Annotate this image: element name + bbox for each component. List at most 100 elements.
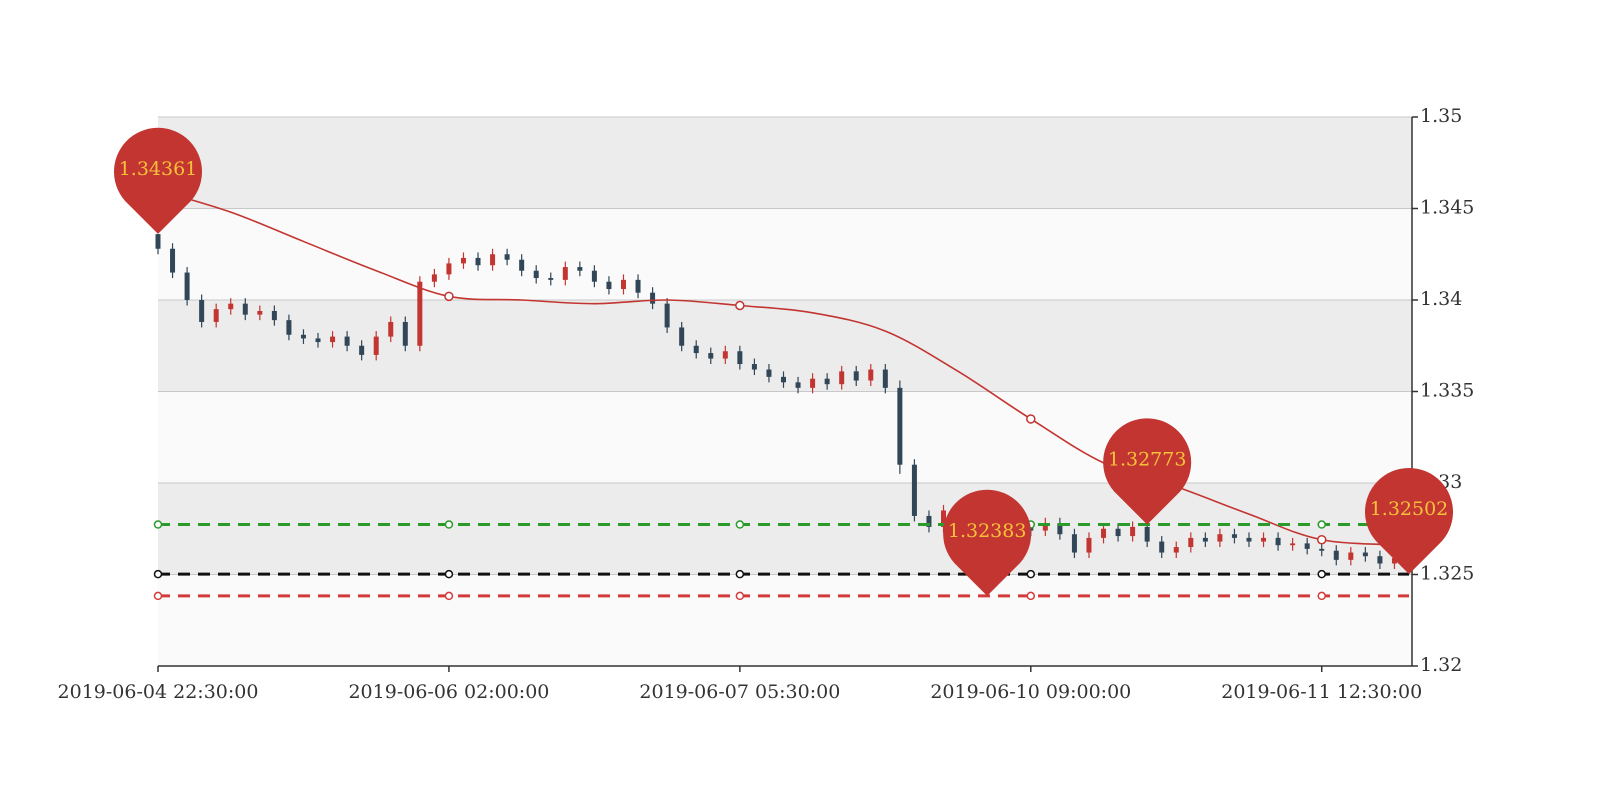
- candle-body: [1231, 534, 1237, 538]
- candle-body: [1333, 550, 1339, 560]
- candle-body: [460, 257, 466, 264]
- candle-body: [911, 464, 917, 516]
- candle-body: [257, 310, 263, 315]
- mark-pin-label: 1.32773: [1108, 449, 1187, 471]
- x-tick-label: 2019-06-07 05:30:00: [639, 681, 840, 703]
- mark-line-symbol: [444, 569, 454, 579]
- candle-body: [315, 338, 321, 343]
- ma-line: [157, 189, 1410, 547]
- candle-body: [184, 272, 190, 300]
- mark-pin: [114, 127, 202, 234]
- candle-body: [1173, 547, 1179, 553]
- mark-line-symbol: [1317, 569, 1326, 579]
- candle-body: [1377, 556, 1383, 564]
- candle-body: [300, 334, 306, 339]
- candle-body: [708, 353, 714, 359]
- candle-body: [431, 274, 437, 282]
- ma-point: [735, 300, 745, 311]
- candle-body: [1304, 543, 1310, 549]
- band: [158, 574, 1412, 666]
- mark-line-symbol: [735, 591, 745, 601]
- candle-body: [620, 279, 626, 290]
- ma-point: [444, 291, 454, 302]
- band: [158, 208, 1412, 300]
- candle-body: [635, 279, 641, 293]
- y-tick-label: 1.345: [1420, 197, 1474, 219]
- mark-line-symbol: [444, 591, 454, 601]
- candle-body: [591, 270, 597, 282]
- candle-body: [1086, 537, 1092, 553]
- mark-line-symbol: [1317, 591, 1326, 601]
- candle-body: [839, 371, 845, 385]
- candle-body: [1217, 534, 1223, 542]
- band: [158, 300, 1412, 392]
- candle-body: [810, 378, 816, 388]
- candle-body: [1057, 523, 1063, 535]
- candle-body: [170, 248, 176, 273]
- candle-body: [533, 270, 539, 279]
- y-tick-label: 1.35: [1420, 105, 1462, 127]
- y-tick-label: 1.34: [1420, 288, 1462, 310]
- candle-body: [228, 303, 234, 310]
- candle-body: [504, 254, 510, 260]
- y-tick-label: 1.335: [1420, 380, 1474, 402]
- candle-body: [1246, 537, 1252, 542]
- mark-line-symbol: [735, 569, 745, 579]
- ma-point: [1026, 414, 1036, 424]
- candle-body: [693, 345, 699, 354]
- candle-body: [926, 515, 932, 527]
- y-tick-label: 1.325: [1420, 563, 1474, 585]
- candle-body: [402, 321, 408, 346]
- candle-body: [373, 336, 379, 355]
- candle-body: [751, 364, 757, 370]
- candle-body: [548, 278, 554, 280]
- candle-body: [679, 327, 685, 346]
- candle-body: [1202, 537, 1208, 542]
- mark-line-symbol: [153, 569, 163, 579]
- candle-body: [577, 267, 583, 271]
- candle-body: [882, 369, 888, 388]
- candle-body: [155, 234, 161, 249]
- candle-body: [359, 345, 365, 355]
- candle-body: [606, 281, 612, 290]
- mark-line-symbol: [1026, 591, 1036, 601]
- mark-pin-label: 1.32502: [1370, 498, 1449, 520]
- mark-line-symbol: [1317, 520, 1326, 529]
- candle-body: [1290, 543, 1296, 546]
- candle-body: [271, 310, 277, 321]
- candle-body: [242, 303, 248, 315]
- band: [158, 117, 1412, 209]
- candle-body: [1188, 537, 1194, 548]
- candle-body: [1071, 534, 1077, 553]
- candle-body: [475, 257, 481, 266]
- candle-body: [853, 371, 859, 381]
- candle-body: [737, 351, 743, 365]
- y-tick-label: 1.32: [1420, 654, 1462, 676]
- ma-point: [1316, 534, 1327, 545]
- x-tick-label: 2019-06-04 22:30:00: [58, 681, 259, 703]
- candle-body: [941, 510, 947, 527]
- candle-body: [344, 336, 350, 346]
- mark-pin: [943, 489, 1032, 596]
- candle-body: [868, 369, 874, 381]
- candle-body: [1391, 558, 1397, 564]
- candle-body: [781, 376, 786, 383]
- mark-line-symbol: [1026, 569, 1036, 579]
- mark-pin: [1365, 467, 1453, 575]
- candle-body: [1348, 552, 1354, 560]
- candle-body: [722, 351, 728, 359]
- x-tick-label: 2019-06-10 09:00:00: [930, 681, 1131, 703]
- candle-body: [1042, 523, 1048, 531]
- candle-body: [446, 263, 452, 275]
- candle-body: [199, 300, 205, 322]
- x-tick-label: 2019-06-06 02:00:00: [348, 681, 549, 703]
- candle-body: [286, 320, 292, 335]
- candle-body: [330, 336, 336, 343]
- candle-body: [1144, 526, 1150, 542]
- band: [158, 483, 1412, 575]
- mark-pin-label: 1.32383: [948, 520, 1027, 542]
- candle-body: [562, 267, 568, 280]
- candle-body: [519, 259, 525, 271]
- candle-body: [1319, 548, 1325, 551]
